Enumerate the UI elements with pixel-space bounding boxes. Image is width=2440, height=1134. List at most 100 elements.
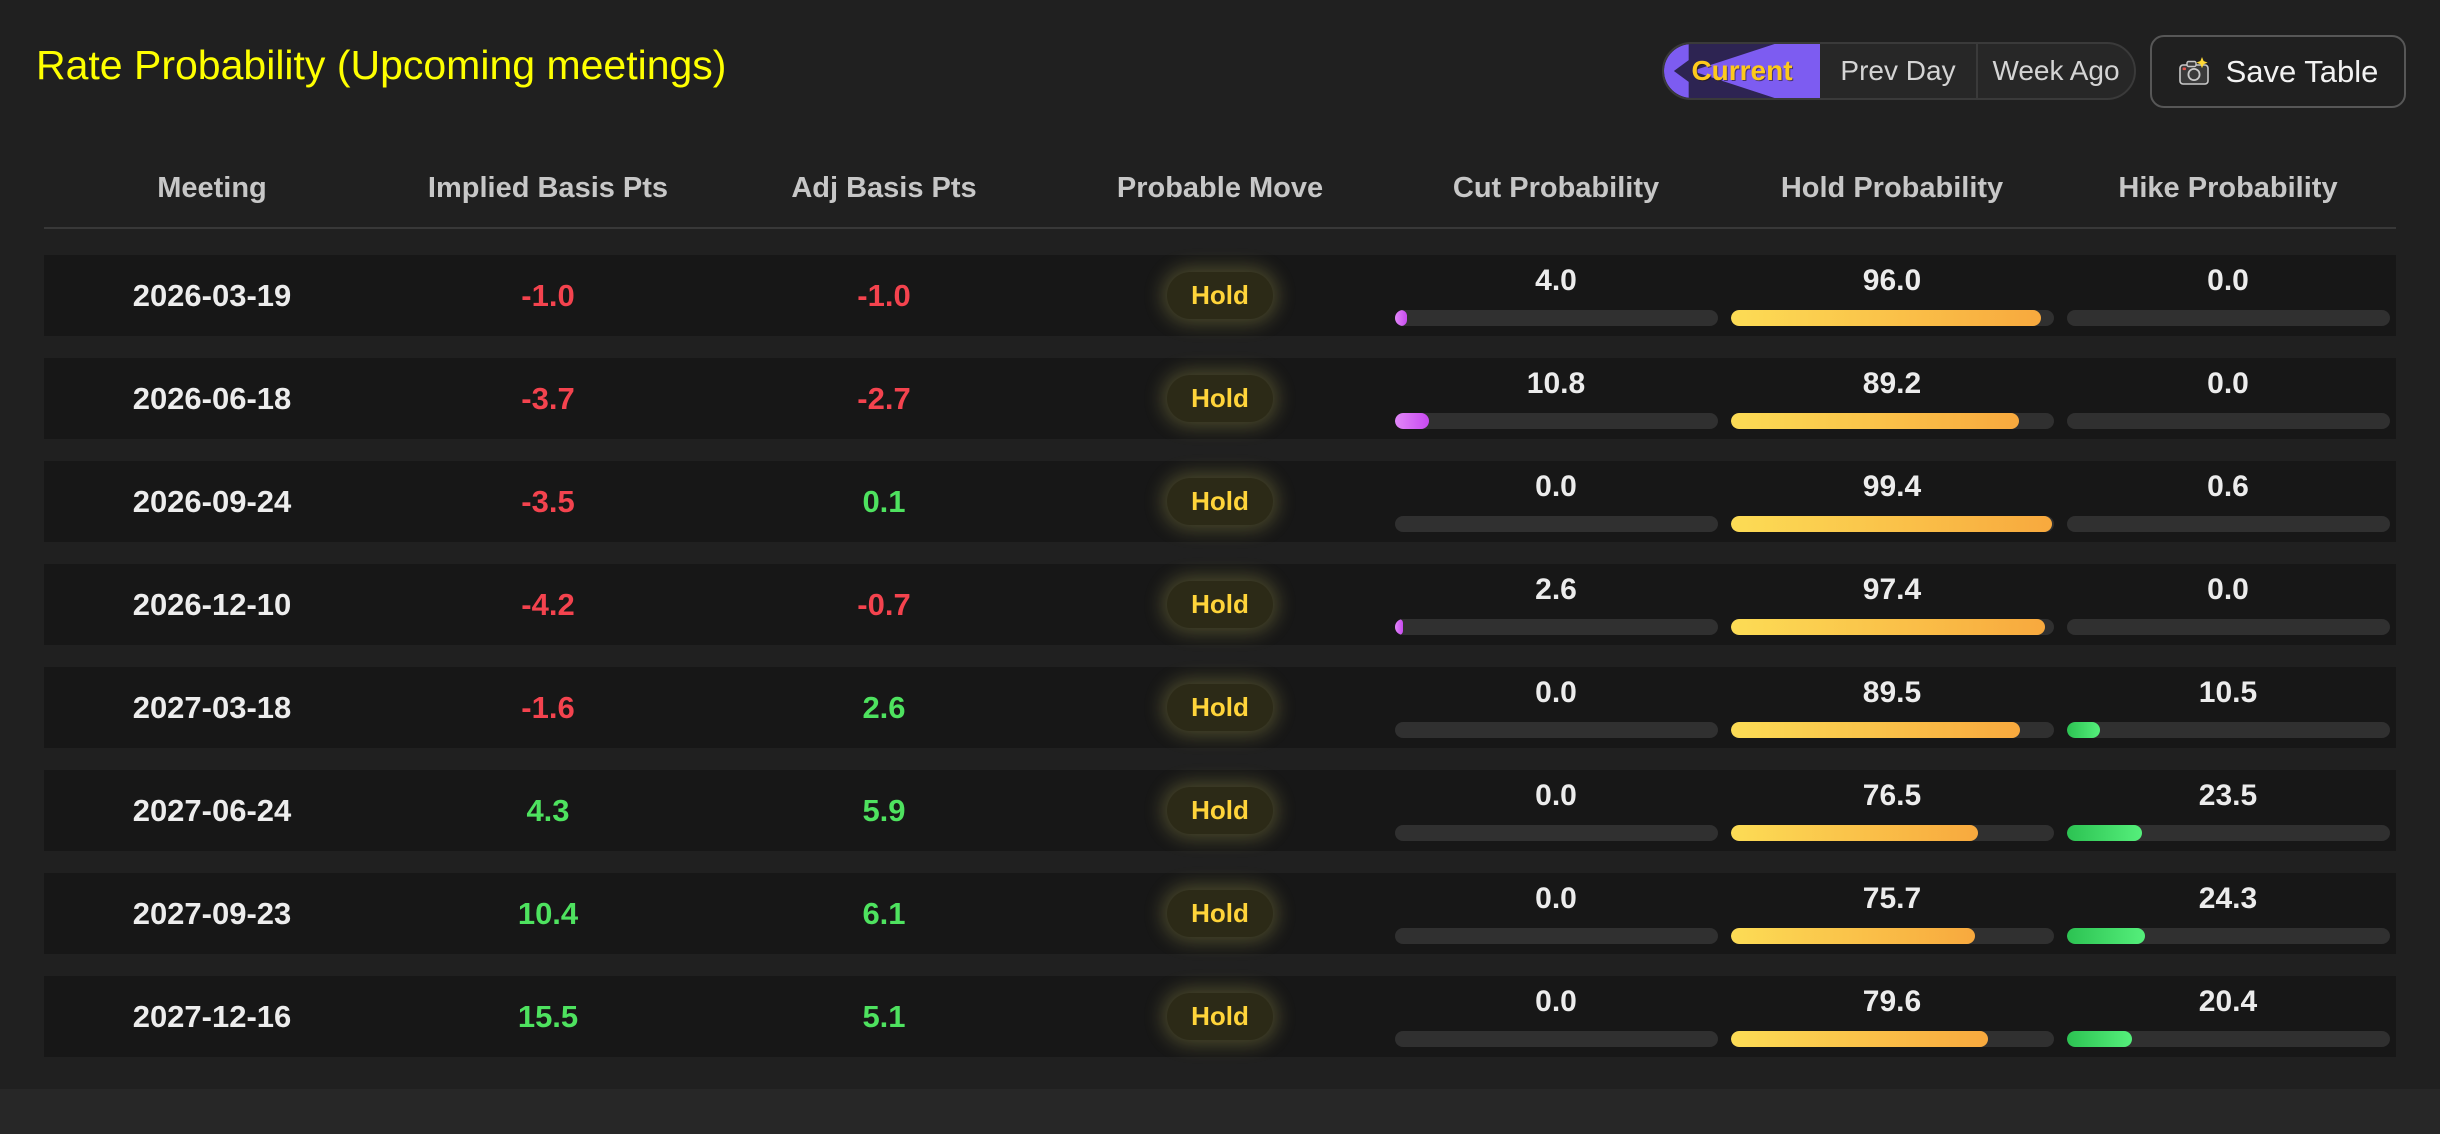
meeting-date: 2027-06-24 [132, 792, 292, 828]
tab-current[interactable]: Current [1664, 44, 1820, 98]
cut-probability-value: 2.6 [1535, 572, 1577, 606]
cut-probability-value: 10.8 [1526, 366, 1586, 400]
hold-probability-cell: 76.5 [1724, 770, 2060, 851]
hold-probability-bar [1730, 1030, 2054, 1047]
meeting-date: 2026-12-10 [132, 586, 292, 622]
hold-probability-value: 79.6 [1862, 984, 1922, 1018]
table-row: 2026-03-19 -1.0 -1.0 Hold 4.0 96.0 0.0 [44, 255, 2396, 336]
hike-probability-cell: 24.3 [2060, 873, 2396, 954]
save-table-button[interactable]: Save Table [2150, 35, 2406, 108]
column-header-meeting: Meeting [157, 172, 267, 204]
cut-probability-cell: 0.0 [1388, 976, 1724, 1057]
history-toggle-group: Current Prev Day Week Ago [1662, 42, 2136, 100]
column-header-probable-move: Probable Move [1116, 172, 1324, 204]
adj-basis-pts-value: 0.1 [862, 483, 906, 519]
cut-probability-cell: 4.0 [1388, 255, 1724, 336]
hike-probability-value: 0.6 [2207, 469, 2249, 503]
cut-probability-bar [1394, 927, 1718, 944]
cut-probability-cell: 0.0 [1388, 461, 1724, 542]
active-tab-arrow-shape [1664, 44, 1820, 98]
hold-probability-cell: 89.5 [1724, 667, 2060, 748]
probable-move-badge: Hold [1167, 272, 1273, 319]
adj-basis-pts-value: 5.1 [862, 998, 906, 1034]
implied-basis-pts-value: -3.5 [521, 483, 575, 519]
hike-probability-value: 20.4 [2198, 984, 2258, 1018]
probable-move-badge: Hold [1167, 684, 1273, 731]
tab-prev-day[interactable]: Prev Day [1820, 44, 1976, 98]
hold-probability-cell: 97.4 [1724, 564, 2060, 645]
hike-probability-cell: 20.4 [2060, 976, 2396, 1057]
hold-probability-value: 89.5 [1862, 675, 1922, 709]
rate-probability-table: Meeting Implied Basis Pts Adj Basis Pts … [0, 150, 2440, 1079]
tab-week-ago[interactable]: Week Ago [1976, 44, 2134, 98]
hold-probability-cell: 96.0 [1724, 255, 2060, 336]
implied-basis-pts-value: 4.3 [526, 792, 570, 828]
hike-probability-value: 0.0 [2207, 263, 2249, 297]
hike-probability-bar [2066, 309, 2390, 326]
table-row: 2027-06-24 4.3 5.9 Hold 0.0 76.5 23.5 [44, 770, 2396, 851]
hike-probability-value: 0.0 [2207, 366, 2249, 400]
tab-prev-day-label: Prev Day [1840, 55, 1956, 86]
hike-probability-value: 23.5 [2198, 778, 2258, 812]
hold-probability-bar [1730, 618, 2054, 635]
cut-probability-value: 0.0 [1535, 675, 1577, 709]
probable-move-badge: Hold [1167, 787, 1273, 834]
adj-basis-pts-value: 6.1 [862, 895, 906, 931]
adj-basis-pts-value: -2.7 [857, 380, 911, 416]
hike-probability-cell: 0.0 [2060, 358, 2396, 439]
probable-move-badge: Hold [1167, 581, 1273, 628]
implied-basis-pts-value: -1.0 [521, 277, 575, 313]
cut-probability-value: 0.0 [1535, 778, 1577, 812]
cut-probability-cell: 0.0 [1388, 770, 1724, 851]
probable-move-badge: Hold [1167, 993, 1273, 1040]
adj-basis-pts-value: 2.6 [862, 689, 906, 725]
table-row: 2026-09-24 -3.5 0.1 Hold 0.0 99.4 0.6 [44, 461, 2396, 542]
hold-probability-value: 99.4 [1862, 469, 1922, 503]
table-row: 2026-06-18 -3.7 -2.7 Hold 10.8 89.2 0.0 [44, 358, 2396, 439]
probable-move-badge: Hold [1167, 478, 1273, 525]
tab-week-ago-label: Week Ago [1992, 55, 2120, 86]
table-header-row: Meeting Implied Basis Pts Adj Basis Pts … [44, 150, 2396, 229]
cut-probability-value: 0.0 [1535, 469, 1577, 503]
table-row: 2027-12-16 15.5 5.1 Hold 0.0 79.6 20.4 [44, 976, 2396, 1057]
implied-basis-pts-value: -1.6 [521, 689, 575, 725]
meeting-date: 2027-12-16 [132, 998, 292, 1034]
implied-basis-pts-value: -4.2 [521, 586, 575, 622]
cut-probability-bar [1394, 824, 1718, 841]
hike-probability-bar [2066, 721, 2390, 738]
hike-probability-bar [2066, 412, 2390, 429]
cut-probability-bar [1394, 618, 1718, 635]
cut-probability-bar [1394, 1030, 1718, 1047]
hike-probability-value: 24.3 [2198, 881, 2258, 915]
hike-probability-cell: 23.5 [2060, 770, 2396, 851]
hold-probability-cell: 75.7 [1724, 873, 2060, 954]
table-row: 2027-03-18 -1.6 2.6 Hold 0.0 89.5 10.5 [44, 667, 2396, 748]
adj-basis-pts-value: 5.9 [862, 792, 906, 828]
save-table-label: Save Table [2225, 53, 2379, 89]
meeting-date: 2027-03-18 [132, 689, 292, 725]
probable-move-badge: Hold [1167, 890, 1273, 937]
hike-probability-bar [2066, 927, 2390, 944]
hike-probability-cell: 0.0 [2060, 564, 2396, 645]
meeting-date: 2026-06-18 [132, 380, 292, 416]
cut-probability-cell: 10.8 [1388, 358, 1724, 439]
camera-flash-icon [2178, 56, 2209, 85]
meeting-date: 2027-09-23 [132, 895, 292, 931]
hold-probability-cell: 79.6 [1724, 976, 2060, 1057]
hike-probability-cell: 10.5 [2060, 667, 2396, 748]
hike-probability-bar [2066, 515, 2390, 532]
hold-probability-value: 76.5 [1862, 778, 1922, 812]
bottom-strip [0, 1089, 2440, 1134]
meeting-date: 2026-03-19 [132, 277, 292, 313]
cut-probability-bar [1394, 309, 1718, 326]
hold-probability-cell: 89.2 [1724, 358, 2060, 439]
column-header-hold-probability: Hold Probability [1780, 172, 2004, 204]
hold-probability-bar [1730, 412, 2054, 429]
cut-probability-bar [1394, 515, 1718, 532]
meeting-date: 2026-09-24 [132, 483, 292, 519]
hike-probability-bar [2066, 824, 2390, 841]
cut-probability-bar [1394, 412, 1718, 429]
hike-probability-value: 10.5 [2198, 675, 2258, 709]
cut-probability-cell: 2.6 [1388, 564, 1724, 645]
hold-probability-value: 97.4 [1862, 572, 1922, 606]
